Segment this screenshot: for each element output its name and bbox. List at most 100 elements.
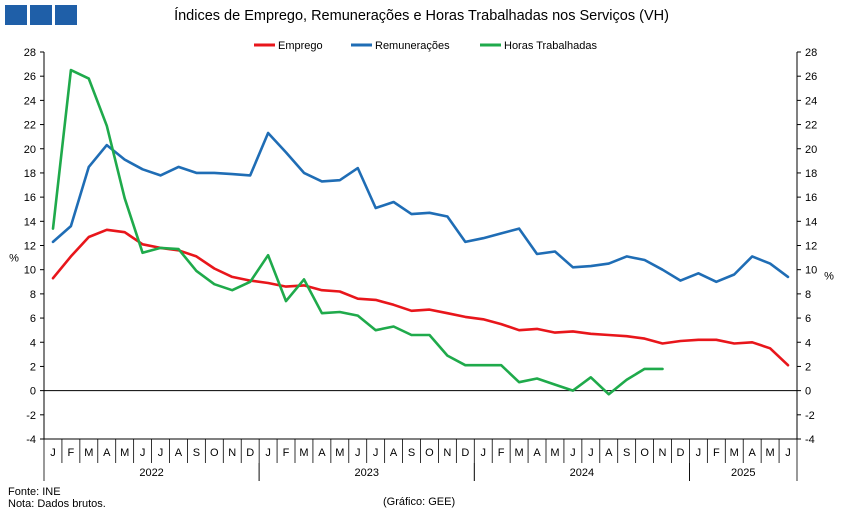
month-tick-label: D — [461, 447, 469, 459]
month-tick-label: J — [140, 447, 146, 459]
month-tick-label: A — [605, 447, 613, 459]
y-tick-label-left: 24 — [24, 95, 36, 107]
chart-frame — [43, 52, 798, 440]
note-text: Nota: Dados brutos. — [8, 498, 106, 510]
month-tick-label: A — [103, 447, 111, 459]
y-axis-label-right: % — [824, 271, 834, 283]
month-tick-label: M — [766, 447, 775, 459]
source-text: Fonte: INE — [8, 486, 61, 498]
gee-logo — [5, 5, 77, 25]
y-tick-label-right: 24 — [805, 95, 817, 107]
y-tick-label-left: 12 — [24, 241, 36, 253]
y-tick-label-right: -2 — [805, 410, 815, 422]
series-line-emprego — [51, 228, 790, 367]
month-tick-label: J — [158, 447, 164, 459]
y-tick-label-left: 22 — [24, 120, 36, 132]
chart-title: Índices de Emprego, Remunerações e Horas… — [174, 8, 669, 24]
month-tick-label: A — [390, 447, 398, 459]
credit-text: (Gráfico: GEE) — [383, 496, 456, 508]
month-tick-label: O — [425, 447, 434, 459]
month-tick-label: O — [640, 447, 649, 459]
month-tick-label: M — [84, 447, 93, 459]
month-tick-label: J — [355, 447, 361, 459]
y-tick-label-right: 26 — [805, 71, 817, 83]
y-tick-label-right: 0 — [805, 386, 811, 398]
y-tick-label-left: 6 — [30, 313, 36, 325]
y-tick-label-right: 20 — [805, 144, 817, 156]
legend-label: Remunerações — [375, 40, 450, 52]
y-tick-label-right: 18 — [805, 168, 817, 180]
y-tick-label-right: 10 — [805, 265, 817, 277]
chart-series — [51, 68, 790, 396]
month-tick-label: F — [68, 447, 75, 459]
month-tick-label: J — [785, 447, 791, 459]
y-tick-label-right: 8 — [805, 289, 811, 301]
month-tick-label: F — [283, 447, 290, 459]
month-tick-label: S — [623, 447, 630, 459]
month-tick-label: F — [498, 447, 505, 459]
y-tick-label-left: -2 — [26, 410, 36, 422]
y-tick-label-right: 16 — [805, 192, 817, 204]
y-tick-label-right: 2 — [805, 361, 811, 373]
y-tick-label-right: -4 — [805, 434, 815, 446]
y-tick-label-left: 10 — [24, 265, 36, 277]
year-tick-label: 2024 — [570, 467, 594, 479]
month-tick-label: D — [246, 447, 254, 459]
month-tick-label: M — [335, 447, 344, 459]
month-tick-label: J — [570, 447, 576, 459]
month-tick-label: J — [50, 447, 56, 459]
month-tick-label: A — [175, 447, 183, 459]
y-tick-label-right: 14 — [805, 216, 817, 228]
month-tick-label: J — [481, 447, 487, 459]
series-line-horas-trabalhadas — [51, 68, 664, 396]
y-tick-label-left: 18 — [24, 168, 36, 180]
month-tick-label: M — [550, 447, 559, 459]
y-tick-label-left: 4 — [30, 337, 36, 349]
month-tick-label: A — [749, 447, 757, 459]
month-tick-label: M — [120, 447, 129, 459]
month-tick-label: N — [443, 447, 451, 459]
y-tick-label-left: 28 — [24, 47, 36, 59]
month-tick-label: M — [730, 447, 739, 459]
y-tick-label-left: 20 — [24, 144, 36, 156]
month-tick-label: M — [299, 447, 308, 459]
month-tick-label: D — [676, 447, 684, 459]
month-tick-label: A — [533, 447, 541, 459]
logo-block-1 — [5, 5, 27, 25]
y-tick-label-right: 12 — [805, 241, 817, 253]
month-tick-label: J — [696, 447, 702, 459]
series-line-remunerações — [51, 131, 790, 284]
y-axis-label-left: % — [9, 253, 19, 265]
month-tick-label: J — [373, 447, 379, 459]
month-tick-label: N — [228, 447, 236, 459]
month-tick-label: J — [265, 447, 271, 459]
month-tick-label: S — [408, 447, 415, 459]
logo-block-3 — [55, 5, 77, 25]
y-tick-label-right: 22 — [805, 120, 817, 132]
month-tick-label: A — [318, 447, 326, 459]
logo-block-2 — [30, 5, 52, 25]
month-tick-label: S — [193, 447, 200, 459]
y-tick-label-right: 6 — [805, 313, 811, 325]
y-tick-label-right: 28 — [805, 47, 817, 59]
month-tick-label: M — [515, 447, 524, 459]
legend-label: Horas Trabalhadas — [504, 40, 597, 52]
month-tick-label: N — [659, 447, 667, 459]
year-tick-label: 2023 — [354, 467, 378, 479]
year-tick-label: 2022 — [139, 467, 163, 479]
month-tick-label: O — [210, 447, 219, 459]
y-tick-label-left: 8 — [30, 289, 36, 301]
y-tick-label-left: -4 — [26, 434, 36, 446]
y-tick-label-left: 16 — [24, 192, 36, 204]
y-tick-label-right: 4 — [805, 337, 811, 349]
y-tick-label-left: 14 — [24, 216, 36, 228]
y-tick-label-left: 26 — [24, 71, 36, 83]
y-tick-label-left: 0 — [30, 386, 36, 398]
month-tick-label: J — [588, 447, 594, 459]
month-tick-label: F — [713, 447, 720, 459]
legend-label: Emprego — [278, 40, 323, 52]
y-tick-label-left: 2 — [30, 361, 36, 373]
chart-legend: Emprego Remunerações Horas Trabalhadas — [254, 40, 597, 52]
